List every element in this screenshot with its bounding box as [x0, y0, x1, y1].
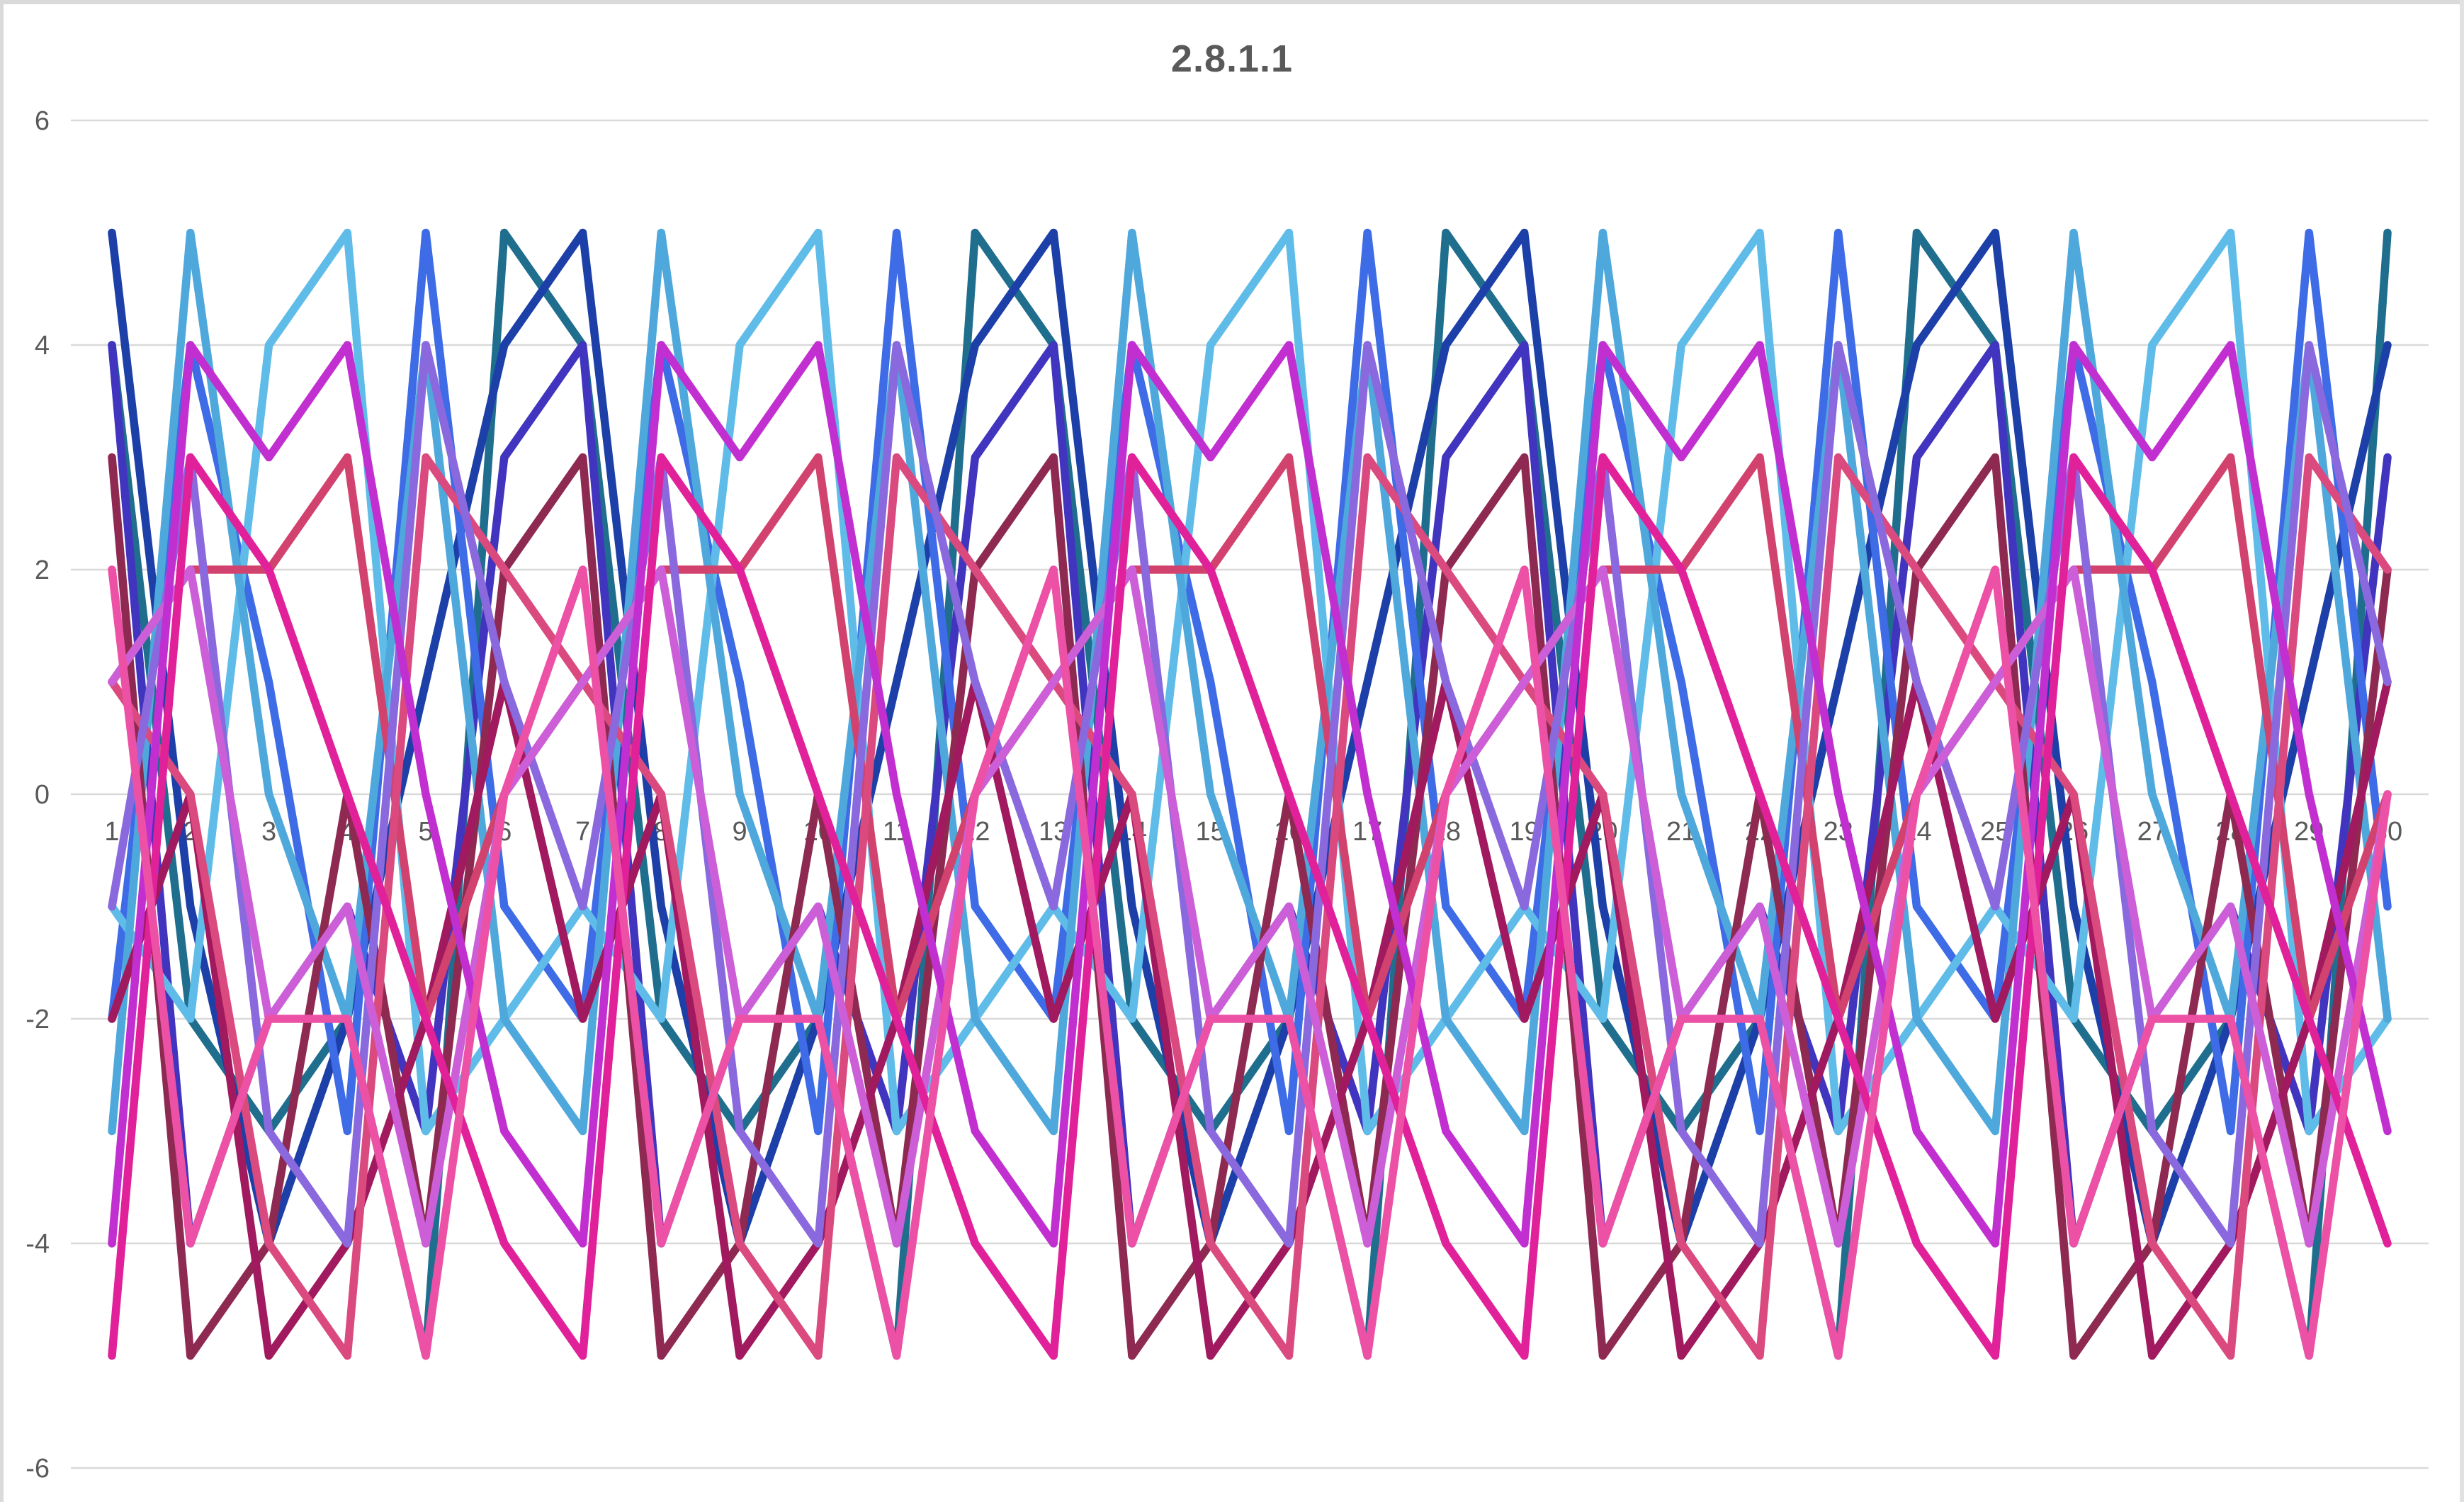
y-tick-label--2: -2 [26, 1005, 50, 1034]
x-tick-label-1: 1 [104, 817, 119, 847]
x-tick-label-3: 3 [261, 817, 276, 847]
chart-title: 2.8.1.1 [1170, 38, 1294, 80]
series-line-navy [108, 228, 2392, 1248]
y-axis-tick-labels: 6 4 2 0 -2 -4 -6 [26, 106, 50, 1484]
window-left-border [0, 0, 4, 1502]
y-tick-label-2: 2 [35, 555, 50, 585]
y-tick-label-6: 6 [35, 106, 50, 136]
series-line-magenta [108, 341, 2392, 1248]
y-tick-label-0: 0 [35, 780, 50, 810]
series-line-violet [108, 341, 2392, 1248]
y-tick-label--4: -4 [26, 1229, 50, 1259]
window-right-border [2460, 0, 2464, 1502]
y-tick-label--6: -6 [26, 1454, 50, 1484]
series-lines [108, 228, 2392, 1360]
x-tick-label-9: 9 [733, 817, 747, 847]
series-line-hotpink [108, 565, 2392, 1360]
series-line-deeppink [108, 453, 2392, 1360]
x-tick-label-7: 7 [575, 817, 590, 847]
y-tick-label-4: 4 [35, 331, 50, 361]
window-top-border [0, 0, 2464, 4]
series-line-skyblue-b [108, 228, 2392, 1136]
